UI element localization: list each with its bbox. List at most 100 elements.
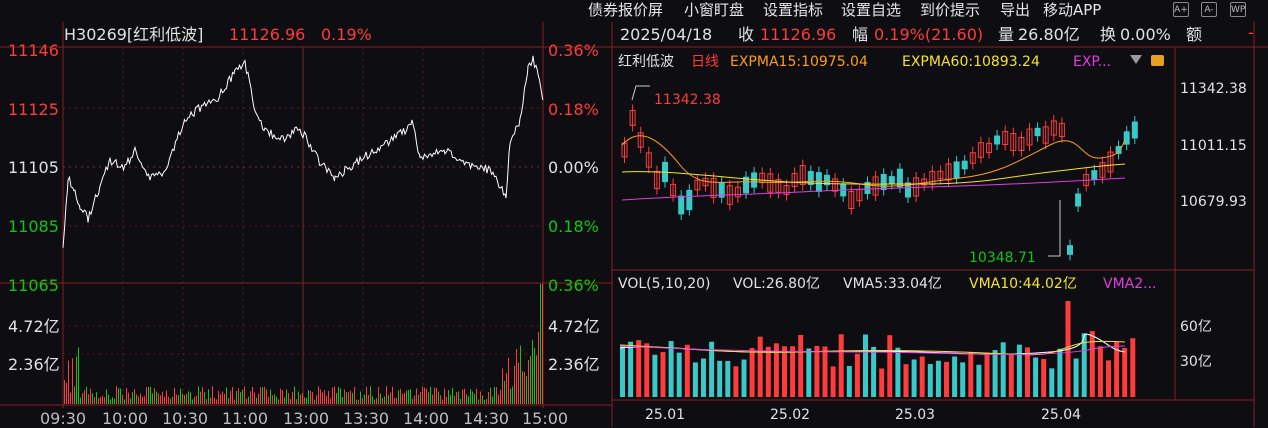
volume-bar [1016,344,1022,397]
volume-bar [254,392,255,404]
volume-bar [378,387,379,404]
volume-bar [1130,338,1136,397]
volume-bar [490,387,491,404]
menu-export[interactable]: 导出 [1000,1,1031,19]
volume-bar [652,354,658,397]
volume-bar [310,390,311,404]
volume-bar [380,393,381,404]
volume-bar [250,391,251,404]
volume-bar [412,398,413,404]
volume-bar [424,387,425,404]
daily-info-bar: 2025/04/18 收 11126.96 幅 0.19%(21.60) 量 2… [620,23,1268,46]
pct-tick-5: 0.36% [548,276,599,295]
chevron-down-icon[interactable] [1130,55,1142,64]
volume-bar [506,373,507,404]
wp-button[interactable]: WP [1230,2,1246,17]
volume-bar [446,396,447,404]
candle-body [1107,151,1114,173]
volume-bar [976,364,982,397]
menu-mini-window[interactable]: 小窗盯盘 [684,1,745,19]
volume-bar [927,364,933,397]
volume-bar [164,396,165,404]
turn-value: 0.00% [1120,25,1171,44]
kline-period[interactable]: 日线 [691,54,719,70]
kline-tick-2: 11011.15 [1180,138,1247,154]
volume-bar [798,334,804,397]
volume-bar [302,392,303,404]
volume-bar [194,396,195,404]
volume-bar [911,359,917,397]
vol-tick-left-1: 4.72亿 [8,317,60,336]
menu-set-indicator[interactable]: 设置指标 [763,1,824,19]
volume-bar [70,392,71,404]
volume-bar [430,386,431,404]
volume-bar [352,392,353,404]
volume-bar [368,394,369,404]
volume-bar [294,386,295,404]
volume-bar [238,388,239,404]
volume-bar [374,399,375,404]
volume-bar [806,348,812,397]
candle-body [734,186,741,198]
volume-bar [520,345,521,404]
volume-bar [482,395,483,404]
menu-mobile-app[interactable]: 移动APP [1043,1,1102,19]
lock-icon[interactable] [1151,55,1164,66]
volume-bar [846,365,852,397]
price-tick-2: 11125 [8,100,59,119]
volume-bar [944,361,949,397]
volume-bar [92,393,93,404]
volume-bar [166,390,167,404]
kline-tick-1: 11342.38 [1180,81,1247,97]
time-tick-0930: 09:30 [40,409,87,428]
volume-bar [484,399,485,404]
close-value: 11126.96 [760,25,837,44]
volume-bar [1049,368,1055,397]
chart-grid [0,22,1268,427]
volume-bar [178,394,179,404]
candle-body [807,170,814,186]
candle-body [775,179,782,193]
volume-bar [992,350,998,397]
volume-bar [448,390,449,404]
volume-bar [628,341,634,397]
volume-bar [887,335,893,397]
volume-bar [660,352,666,397]
candle-body [848,191,855,209]
more-dash: - [1248,23,1254,42]
volume-bar [346,392,347,404]
volume-bar [362,397,363,404]
volume-bar [396,397,397,404]
volume-bar [422,386,423,404]
volume-bar [100,397,101,404]
volume-bar [168,396,169,404]
candle-body [1091,170,1098,180]
volume-bar [106,389,107,404]
volume-bar [112,397,113,404]
volume-bar [504,380,505,404]
volume-bar [358,399,359,404]
volume-bar [488,392,489,404]
candle-body [977,142,984,158]
menu-set-watchlist[interactable]: 设置自选 [841,1,902,19]
candle-body [629,110,636,126]
volume-bar [480,391,481,404]
vol-value: 26.80亿 [1018,25,1080,44]
menu-bond-quote[interactable]: 债券报价屏 [588,1,664,19]
volume-bar [522,371,523,404]
volume-bar [408,389,409,404]
volume-bar [212,386,213,404]
volume-bar [692,362,698,397]
volume-bar [86,386,87,404]
volume-bar [960,362,966,397]
font-decrease-button[interactable]: A- [1201,2,1217,17]
volume-bar [154,387,155,404]
font-increase-button[interactable]: A+ [1173,2,1189,17]
candle-body [1034,127,1041,137]
time-tick-1500: 15:00 [522,409,569,428]
volume-bar [104,397,105,404]
menu-price-alert[interactable]: 到价提示 [920,1,981,19]
pct-tick-4: 0.18% [548,217,599,236]
volume-bar [342,397,343,404]
volume-bar [284,397,285,404]
